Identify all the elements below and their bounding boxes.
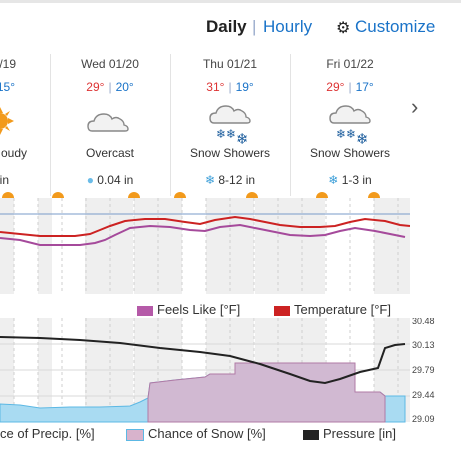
legend-label: Chance of Snow [%]: [148, 426, 266, 441]
precip-amount: 0.04 in: [97, 173, 134, 187]
sunrise-marker: [174, 192, 186, 198]
legend-item-temperature: Temperature [°F]: [274, 302, 391, 317]
legend-swatch: [137, 305, 153, 316]
tab-hourly[interactable]: Hourly: [263, 17, 313, 36]
legend-swatch: [274, 305, 290, 316]
day-temps: 29° | 17°: [290, 80, 410, 94]
svg-text:❄: ❄: [356, 130, 369, 147]
temperature-legend: Feels Like [°F] Temperature [°F]: [0, 302, 410, 320]
sunrise-marker: [316, 192, 328, 198]
legend-swatch: [126, 428, 144, 441]
sun-icon: [0, 99, 50, 147]
day-date: Wed 01/20: [81, 57, 139, 71]
daily-forecast-strip: /19 15° oudy in Wed 01/20 29° | 20°: [0, 54, 410, 196]
day-date: Fri 01/22: [326, 57, 374, 71]
snow-cloud-icon: ❄❄ ❄: [290, 99, 410, 148]
column-divider: [290, 54, 291, 196]
axis-tick: 30.13: [412, 340, 435, 350]
precipitation-pressure-graph: 30.48 30.13 29.79 29.44 29.09: [0, 318, 435, 424]
low-temp: 19°: [235, 80, 254, 94]
day-column[interactable]: Wed 01/20 29° | 20° Overcast ● 0.04 in: [50, 54, 170, 196]
feels-like-line: [0, 223, 406, 246]
day-precip: in: [0, 173, 9, 187]
axis-tick: 29.44: [412, 390, 435, 400]
tab-separator: |: [252, 17, 257, 36]
grid-lines: [13, 198, 399, 294]
column-divider: [170, 54, 171, 196]
gear-icon[interactable]: ⚙: [336, 20, 351, 37]
column-divider: [50, 54, 51, 196]
sunset-marker: [246, 192, 258, 198]
cloud-icon: [50, 99, 170, 147]
raindrop-icon: ●: [86, 173, 94, 187]
precip-amount: 1-3 in: [341, 173, 372, 187]
legend-swatch: [303, 429, 319, 440]
day-temps: 29° | 20°: [50, 80, 170, 94]
snowflake-icon: ❄: [328, 173, 339, 187]
legend-item-pressure: Pressure [in]: [303, 426, 396, 441]
legend-item-feels-like: Feels Like [°F]: [137, 302, 240, 317]
day-date: /19: [0, 57, 16, 71]
sunrise-marker: [52, 192, 64, 198]
axis-tick: 30.48: [412, 318, 435, 326]
svg-text:❄❄: ❄❄: [336, 127, 356, 141]
day-column[interactable]: Thu 01/21 31° | 19° ❄❄ ❄ Snow Showers ❄ 8-…: [170, 54, 290, 196]
temp-separator: |: [348, 80, 352, 94]
pressure-axis: 30.48 30.13 29.79 29.44 29.09: [412, 318, 435, 424]
tab-daily[interactable]: Daily: [206, 17, 247, 36]
legend-item-chance-of-precip: ce of Precip. [%]: [0, 426, 95, 441]
svg-text:❄: ❄: [236, 130, 249, 147]
legend-label: Temperature [°F]: [294, 302, 391, 317]
view-toggle-bar: Daily | Hourly ⚙ Customize: [0, 0, 461, 47]
day-precip: ❄ 8-12 in: [170, 173, 290, 187]
legend-item-chance-of-snow: Chance of Snow [%]: [126, 426, 266, 441]
chance-of-snow-area: [147, 362, 386, 423]
sunset-marker: [128, 192, 140, 198]
temperature-line: [0, 215, 410, 237]
day-condition: Overcast: [85, 146, 134, 160]
sun-markers: [2, 192, 380, 198]
low-temp: 15°: [0, 80, 15, 94]
customize-link[interactable]: Customize: [355, 17, 436, 36]
high-temp: 29°: [326, 80, 345, 94]
sunrise-marker: [2, 192, 14, 198]
day-column[interactable]: Fri 01/22 29° | 17° ❄❄ ❄ Snow Showers ❄ 1-…: [290, 54, 410, 196]
temp-separator: |: [108, 80, 112, 94]
legend-label: Pressure [in]: [323, 426, 396, 441]
svg-text:❄❄: ❄❄: [216, 127, 236, 141]
day-condition: oudy: [0, 146, 27, 160]
temperature-graph: [0, 198, 410, 294]
precip-amount: 8-12 in: [218, 173, 256, 187]
day-temps: 15°: [0, 80, 15, 94]
day-precip: ● 0.04 in: [50, 173, 170, 187]
temp-separator: |: [228, 80, 232, 94]
axis-tick: 29.09: [412, 414, 435, 424]
pressure-line: [0, 336, 406, 385]
day-condition: Snow Showers: [189, 146, 271, 160]
high-temp: 29°: [86, 80, 105, 94]
low-temp: 20°: [115, 80, 134, 94]
day-column[interactable]: /19 15° oudy in: [0, 54, 50, 196]
legend-label: ce of Precip. [%]: [0, 426, 95, 441]
axis-tick: 29.79: [412, 365, 435, 375]
day-precip: ❄ 1-3 in: [290, 173, 410, 187]
sunset-marker: [368, 192, 380, 198]
legend-label: Feels Like [°F]: [157, 302, 241, 317]
high-temp: 31°: [206, 80, 225, 94]
snow-cloud-icon: ❄❄ ❄: [170, 99, 290, 148]
day-temps: 31° | 19°: [170, 80, 290, 94]
day-condition: Snow Showers: [309, 146, 391, 160]
snowflake-icon: ❄: [204, 173, 215, 187]
precipitation-legend: ce of Precip. [%] Chance of Snow [%] Pre…: [0, 426, 420, 444]
chevron-right-icon[interactable]: ›: [411, 94, 419, 119]
day-date: Thu 01/21: [202, 57, 258, 71]
low-temp: 17°: [355, 80, 374, 94]
